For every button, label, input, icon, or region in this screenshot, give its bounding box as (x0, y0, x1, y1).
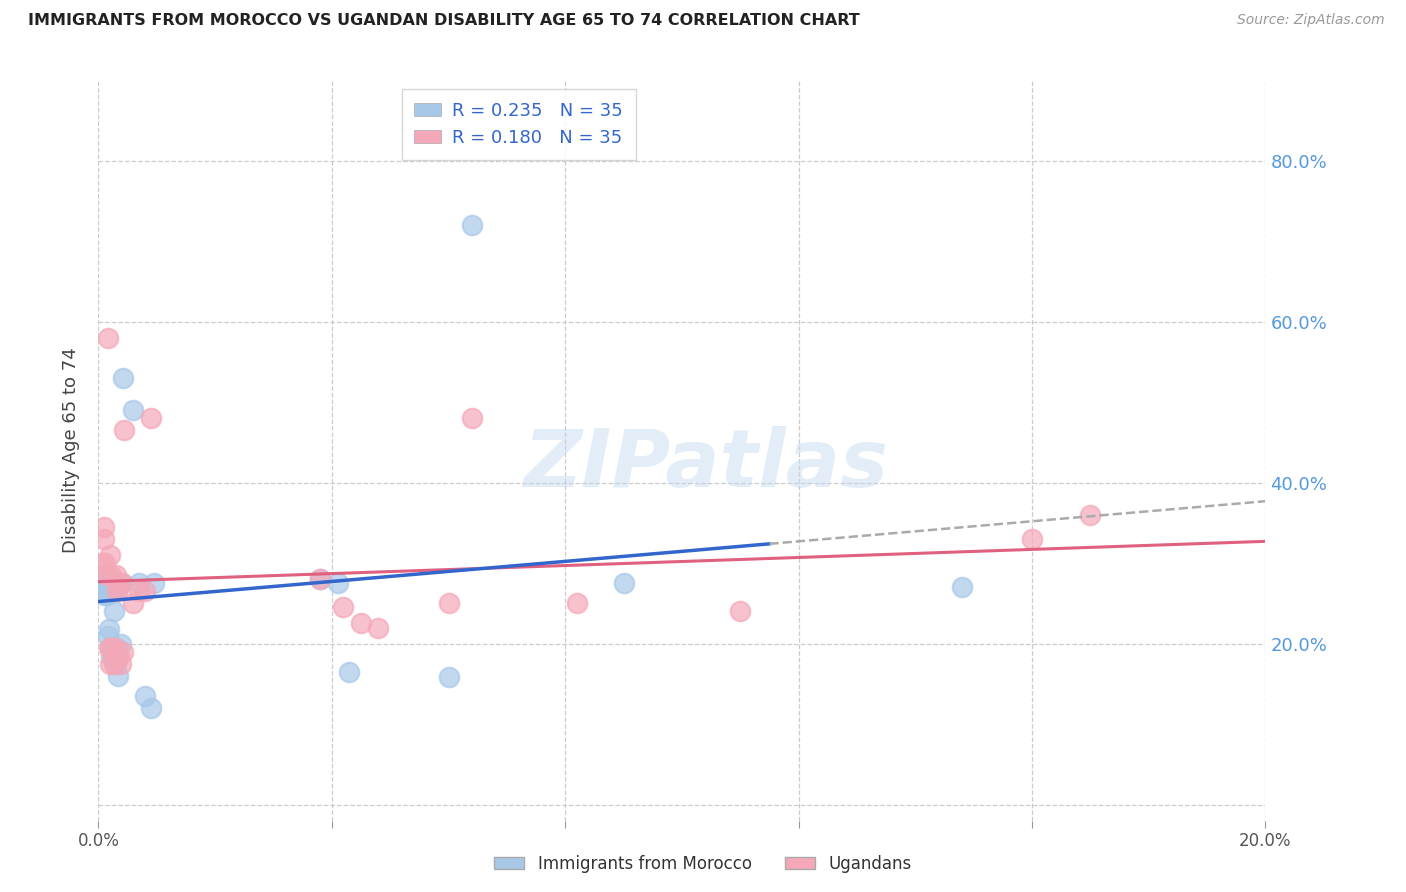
Point (101, 640, 124, 655)
Point (461, 411, 484, 425)
Point (98, 548, 121, 562)
Point (104, 657, 127, 671)
Point (350, 616, 373, 631)
Point (100, 648, 122, 663)
Text: Source: ZipAtlas.com: Source: ZipAtlas.com (1237, 13, 1385, 28)
Point (111, 576, 134, 591)
Point (96, 588, 118, 602)
Point (111, 576, 134, 591)
Point (93, 532, 115, 546)
Point (1080, 508, 1102, 522)
Point (91, 572, 114, 586)
Point (104, 568, 127, 582)
Point (105, 640, 128, 655)
Point (101, 584, 124, 599)
Point (612, 576, 634, 591)
Point (94, 556, 117, 570)
Point (98, 640, 121, 655)
Point (139, 701, 162, 715)
Point (97, 640, 120, 655)
Point (97, 628, 120, 642)
Point (93, 568, 115, 582)
Point (437, 670, 460, 684)
Point (105, 584, 128, 599)
Point (1021, 532, 1043, 546)
Point (128, 576, 150, 591)
Point (91, 580, 114, 594)
Point (98, 657, 121, 671)
Point (122, 596, 145, 610)
Point (111, 371, 134, 385)
Point (134, 584, 156, 599)
Point (103, 604, 125, 618)
Point (107, 580, 129, 594)
Point (104, 640, 127, 655)
Point (134, 689, 156, 703)
Point (93, 588, 115, 602)
Point (107, 580, 129, 594)
Point (97, 622, 120, 636)
Point (367, 620, 389, 634)
Point (100, 568, 122, 582)
Point (565, 596, 588, 610)
Point (94, 576, 117, 591)
Point (91, 556, 114, 570)
Point (104, 648, 127, 663)
Point (97, 580, 120, 594)
Point (103, 657, 125, 671)
Text: IMMIGRANTS FROM MOROCCO VS UGANDAN DISABILITY AGE 65 TO 74 CORRELATION CHART: IMMIGRANTS FROM MOROCCO VS UGANDAN DISAB… (28, 13, 860, 29)
Point (108, 648, 131, 663)
Legend: Immigrants from Morocco, Ugandans: Immigrants from Morocco, Ugandans (488, 848, 918, 880)
Point (337, 665, 360, 679)
Point (332, 600, 354, 615)
Point (139, 411, 162, 425)
Point (437, 596, 460, 610)
Point (110, 657, 132, 671)
Text: ZIPatlas: ZIPatlas (523, 426, 887, 504)
Point (111, 645, 134, 659)
Point (96, 582, 118, 596)
Point (110, 637, 132, 651)
Point (142, 576, 165, 591)
Point (97, 331, 120, 345)
Point (326, 576, 349, 591)
Point (309, 572, 332, 586)
Y-axis label: Disability Age 65 to 74: Disability Age 65 to 74 (62, 348, 80, 553)
Legend: R = 0.235   N = 35, R = 0.180   N = 35: R = 0.235 N = 35, R = 0.180 N = 35 (402, 89, 636, 160)
Point (309, 572, 332, 586)
Point (461, 218, 484, 232)
Point (112, 423, 135, 437)
Point (96, 568, 118, 582)
Point (122, 403, 145, 417)
Point (93, 520, 115, 534)
Point (128, 584, 150, 599)
Point (950, 580, 973, 594)
Point (107, 669, 129, 683)
Point (730, 604, 752, 618)
Point (101, 572, 124, 586)
